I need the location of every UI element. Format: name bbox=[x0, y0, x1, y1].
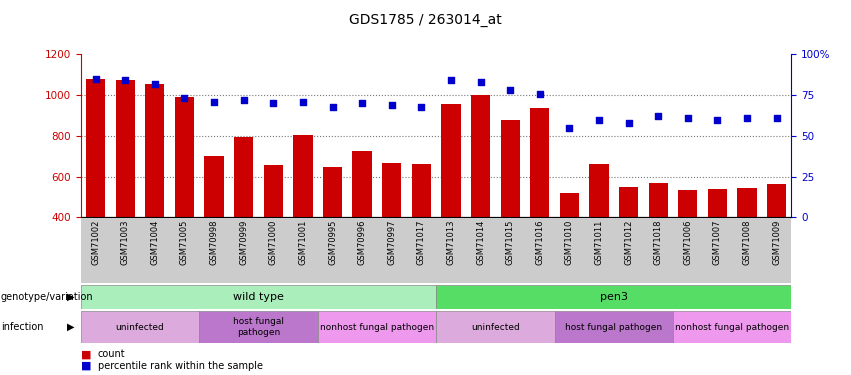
Point bbox=[178, 95, 191, 101]
Bar bbox=[673, 311, 791, 343]
Point bbox=[711, 117, 724, 123]
Text: ■: ■ bbox=[81, 349, 91, 359]
Bar bbox=[264, 165, 283, 299]
Point bbox=[208, 99, 221, 105]
Point bbox=[326, 104, 340, 110]
Bar bbox=[590, 164, 608, 299]
Text: uninfected: uninfected bbox=[116, 322, 164, 332]
Text: GSM71014: GSM71014 bbox=[476, 219, 485, 265]
Point bbox=[118, 78, 132, 84]
Point bbox=[770, 115, 784, 121]
Bar bbox=[317, 311, 437, 343]
Text: GSM71011: GSM71011 bbox=[595, 219, 603, 265]
Bar bbox=[146, 84, 164, 299]
Text: genotype/variation: genotype/variation bbox=[1, 292, 94, 302]
Bar bbox=[648, 183, 668, 299]
Text: nonhost fungal pathogen: nonhost fungal pathogen bbox=[320, 322, 434, 332]
Text: GSM70998: GSM70998 bbox=[209, 219, 219, 265]
Text: GSM70996: GSM70996 bbox=[357, 219, 367, 265]
Bar bbox=[116, 80, 134, 299]
Bar bbox=[767, 184, 786, 299]
Text: percentile rank within the sample: percentile rank within the sample bbox=[98, 361, 263, 371]
Bar bbox=[323, 167, 342, 299]
Text: GSM71003: GSM71003 bbox=[121, 219, 129, 265]
Text: GSM71001: GSM71001 bbox=[299, 219, 307, 265]
Bar bbox=[382, 163, 402, 299]
Text: GSM70997: GSM70997 bbox=[387, 219, 397, 265]
Text: host fungal pathogen: host fungal pathogen bbox=[565, 322, 662, 332]
Point bbox=[444, 78, 458, 84]
Bar bbox=[86, 79, 106, 299]
Point bbox=[385, 102, 398, 108]
Text: ■: ■ bbox=[81, 361, 91, 371]
Text: infection: infection bbox=[1, 322, 43, 332]
Bar bbox=[555, 311, 673, 343]
Text: pen3: pen3 bbox=[600, 292, 628, 302]
Text: GSM71010: GSM71010 bbox=[565, 219, 574, 265]
Bar bbox=[437, 285, 791, 309]
Text: GSM71005: GSM71005 bbox=[180, 219, 189, 265]
Point bbox=[503, 87, 517, 93]
Text: wild type: wild type bbox=[233, 292, 284, 302]
Point bbox=[414, 104, 428, 110]
Point bbox=[651, 113, 665, 119]
Text: count: count bbox=[98, 349, 125, 359]
Point bbox=[533, 90, 546, 96]
Text: host fungal
pathogen: host fungal pathogen bbox=[233, 318, 284, 337]
Text: GSM71012: GSM71012 bbox=[624, 219, 633, 265]
Point bbox=[356, 100, 369, 106]
Bar bbox=[234, 137, 254, 299]
Bar bbox=[500, 120, 520, 299]
Text: GSM71009: GSM71009 bbox=[772, 219, 781, 265]
Point bbox=[474, 79, 488, 85]
Point bbox=[622, 120, 636, 126]
Bar bbox=[442, 104, 460, 299]
Point bbox=[148, 81, 162, 87]
Text: GSM71018: GSM71018 bbox=[654, 219, 663, 265]
Text: GSM70999: GSM70999 bbox=[239, 219, 248, 265]
Text: uninfected: uninfected bbox=[471, 322, 520, 332]
Text: GSM71016: GSM71016 bbox=[535, 219, 545, 265]
Point bbox=[89, 76, 102, 82]
Text: GSM71002: GSM71002 bbox=[91, 219, 100, 265]
Point bbox=[266, 100, 280, 106]
Text: GSM71007: GSM71007 bbox=[713, 219, 722, 265]
Point bbox=[237, 97, 250, 103]
Point bbox=[563, 125, 576, 131]
Text: GSM71017: GSM71017 bbox=[417, 219, 426, 265]
Bar bbox=[199, 311, 317, 343]
Bar bbox=[530, 108, 550, 299]
Bar bbox=[294, 135, 312, 299]
Text: GSM71013: GSM71013 bbox=[447, 219, 455, 265]
Bar bbox=[81, 285, 437, 309]
Bar bbox=[412, 164, 431, 299]
Bar bbox=[560, 193, 579, 299]
Text: GSM71004: GSM71004 bbox=[151, 219, 159, 265]
Text: ▶: ▶ bbox=[66, 322, 74, 332]
Bar bbox=[437, 311, 555, 343]
Text: GSM71006: GSM71006 bbox=[683, 219, 693, 265]
Bar bbox=[619, 188, 638, 299]
Bar bbox=[471, 94, 490, 299]
Bar bbox=[352, 151, 372, 299]
Bar bbox=[204, 156, 224, 299]
Bar bbox=[81, 311, 199, 343]
Text: nonhost fungal pathogen: nonhost fungal pathogen bbox=[675, 322, 789, 332]
Point bbox=[592, 117, 606, 123]
Bar bbox=[174, 97, 194, 299]
Point bbox=[740, 115, 754, 121]
Text: ▶: ▶ bbox=[66, 292, 74, 302]
Text: GSM70995: GSM70995 bbox=[328, 219, 337, 265]
Text: GSM71000: GSM71000 bbox=[269, 219, 277, 265]
Text: GSM71015: GSM71015 bbox=[505, 219, 515, 265]
Point bbox=[681, 115, 694, 121]
Text: GSM71008: GSM71008 bbox=[743, 219, 751, 265]
Bar bbox=[708, 189, 727, 299]
Text: GDS1785 / 263014_at: GDS1785 / 263014_at bbox=[349, 13, 502, 27]
Bar bbox=[678, 190, 698, 299]
Point bbox=[296, 99, 310, 105]
Bar bbox=[738, 188, 757, 299]
